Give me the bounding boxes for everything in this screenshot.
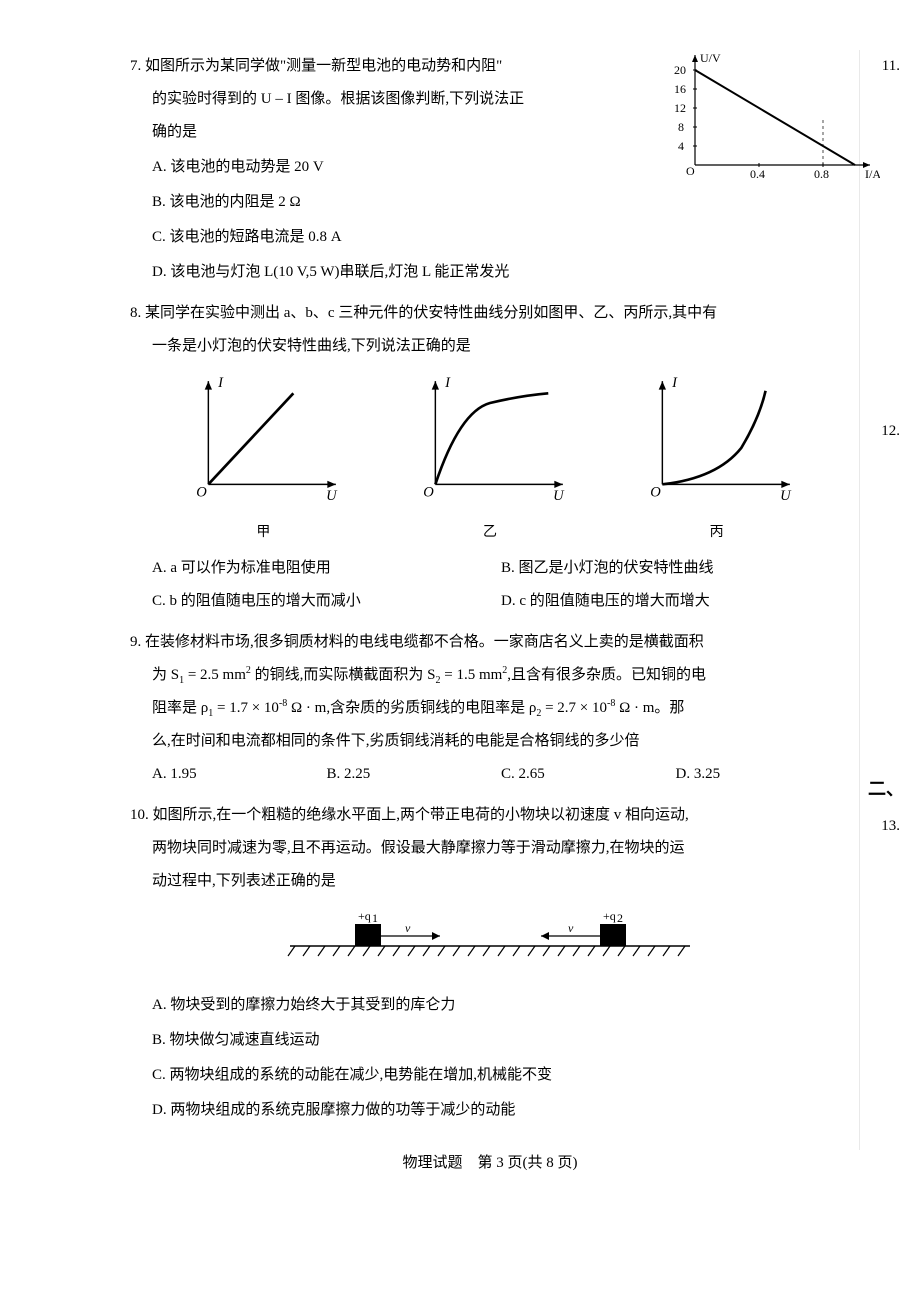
question-9: 9. 在装修材料市场,很多铜质材料的电线电缆都不合格。一家商店名义上卖的是横截面… xyxy=(130,626,850,791)
q7-option-b: B. 该电池的内阻是 2 Ω xyxy=(130,186,850,219)
svg-text:12: 12 xyxy=(674,101,686,115)
side-section-2: 二、 xyxy=(868,770,904,810)
q8-options-row1: A. a 可以作为标准电阻使用 B. 图乙是小灯泡的伏安特性曲线 xyxy=(130,552,850,585)
svg-text:U: U xyxy=(326,488,338,502)
q8-option-b: B. 图乙是小灯泡的伏安特性曲线 xyxy=(501,552,850,585)
side-number-11: 11. xyxy=(882,50,900,83)
q8-chart-yi: I U O 乙 xyxy=(405,369,575,548)
question-10: 10. 如图所示,在一个粗糙的绝缘水平面上,两个带正电荷的小物块以初速度 v 相… xyxy=(130,799,850,1127)
svg-text:0.8: 0.8 xyxy=(814,167,829,180)
q9-option-a: A. 1.95 xyxy=(152,758,327,791)
svg-text:U: U xyxy=(780,488,792,502)
svg-text:0.4: 0.4 xyxy=(750,167,765,180)
svg-text:8: 8 xyxy=(678,120,684,134)
svg-text:I: I xyxy=(217,375,224,391)
svg-text:I: I xyxy=(444,375,451,391)
q9-stem-l3: 阻率是 ρ1 = 1.7 × 10-8 Ω · m,含杂质的劣质铜线的电阻率是 … xyxy=(130,692,850,725)
svg-text:2: 2 xyxy=(617,911,623,925)
q7-stem-l1: 如图所示为某同学做"测量一新型电池的电动势和内阻" xyxy=(145,58,502,74)
q8-chart-jia: I U O 甲 xyxy=(178,369,348,548)
q9-stem-l2: 为 S1 = 2.5 mm2 的铜线,而实际横截面积为 S2 = 1.5 mm2… xyxy=(130,659,850,692)
side-number-12: 12. xyxy=(881,415,900,448)
question-7: U/V I/A O 4 8 12 16 20 0.4 0.8 7. 如图所示为某… xyxy=(130,50,850,289)
svg-text:v: v xyxy=(568,921,574,935)
svg-text:O: O xyxy=(197,484,208,500)
q7-origin: O xyxy=(686,164,695,178)
q8-label-bing: 丙 xyxy=(632,518,802,549)
q8-option-c: C. b 的阻值随电压的增大而减小 xyxy=(152,585,501,618)
svg-text:1: 1 xyxy=(372,911,378,925)
q8-option-a: A. a 可以作为标准电阻使用 xyxy=(152,552,501,585)
q9-option-c: C. 2.65 xyxy=(501,758,676,791)
svg-text:I: I xyxy=(671,375,678,391)
q7-y-label: U/V xyxy=(700,51,721,65)
svg-text:v: v xyxy=(405,921,411,935)
q8-options-row2: C. b 的阻值随电压的增大而减小 D. c 的阻值随电压的增大而增大 xyxy=(130,585,850,618)
svg-text:O: O xyxy=(650,484,661,500)
page-divider xyxy=(859,50,860,1150)
q10-option-d: D. 两物块组成的系统克服摩擦力做的功等于减少的动能 xyxy=(130,1094,850,1127)
q8-charts-row: I U O 甲 I U O 乙 xyxy=(130,363,850,552)
q8-number: 8. xyxy=(130,305,141,321)
svg-text:+q: +q xyxy=(603,909,616,923)
question-8: 8. 某同学在实验中测出 a、b、c 三种元件的伏安特性曲线分别如图甲、乙、丙所… xyxy=(130,297,850,618)
q10-stem-l1: 如图所示,在一个粗糙的绝缘水平面上,两个带正电荷的小物块以初速度 v 相向运动, xyxy=(153,807,689,823)
q10-diagram: +q1 v +q2 v xyxy=(130,898,850,987)
q8-chart-bing: I U O 丙 xyxy=(632,369,802,548)
svg-text:+q: +q xyxy=(358,909,371,923)
q7-option-c: C. 该电池的短路电流是 0.8 A xyxy=(130,221,850,254)
q9-stem-l1: 在装修材料市场,很多铜质材料的电线电缆都不合格。一家商店名义上卖的是横截面积 xyxy=(145,634,704,650)
q8-stem-l2: 一条是小灯泡的伏安特性曲线,下列说法正确的是 xyxy=(130,330,850,363)
q9-option-b: B. 2.25 xyxy=(327,758,502,791)
svg-text:O: O xyxy=(423,484,434,500)
svg-text:20: 20 xyxy=(674,63,686,77)
q10-option-b: B. 物块做匀减速直线运动 xyxy=(130,1024,850,1057)
exam-page: U/V I/A O 4 8 12 16 20 0.4 0.8 7. 如图所示为某… xyxy=(130,50,850,1180)
svg-text:U: U xyxy=(553,488,565,502)
q9-option-d: D. 3.25 xyxy=(676,758,851,791)
q10-number: 10. xyxy=(130,807,149,823)
q8-stem-l1: 某同学在实验中测出 a、b、c 三种元件的伏安特性曲线分别如图甲、乙、丙所示,其… xyxy=(145,305,717,321)
svg-text:16: 16 xyxy=(674,82,686,96)
q7-option-d: D. 该电池与灯泡 L(10 V,5 W)串联后,灯泡 L 能正常发光 xyxy=(130,256,850,289)
q10-option-c: C. 两物块组成的系统的动能在减少,电势能在增加,机械能不变 xyxy=(130,1059,850,1092)
q10-stem-l2: 两物块同时减速为零,且不再运动。假设最大静摩擦力等于滑动摩擦力,在物块的运 xyxy=(130,832,850,865)
q8-option-d: D. c 的阻值随电压的增大而增大 xyxy=(501,585,850,618)
q10-stem-l3: 动过程中,下列表述正确的是 xyxy=(130,865,850,898)
q9-options-row: A. 1.95 B. 2.25 C. 2.65 D. 3.25 xyxy=(130,758,850,791)
q7-x-label: I/A xyxy=(865,167,880,180)
q10-option-a: A. 物块受到的摩擦力始终大于其受到的库仑力 xyxy=(130,989,850,1022)
q7-number: 7. xyxy=(130,58,141,74)
q8-label-jia: 甲 xyxy=(178,518,348,549)
q9-stem-l4: 么,在时间和电流都相同的条件下,劣质铜线消耗的电能是合格铜线的多少倍 xyxy=(130,725,850,758)
side-number-13: 13. xyxy=(881,810,900,843)
q7-chart: U/V I/A O 4 8 12 16 20 0.4 0.8 xyxy=(670,50,880,180)
q9-number: 9. xyxy=(130,634,141,650)
svg-text:4: 4 xyxy=(678,139,684,153)
q8-label-yi: 乙 xyxy=(405,518,575,549)
page-footer: 物理试题 第 3 页(共 8 页) xyxy=(130,1147,850,1180)
